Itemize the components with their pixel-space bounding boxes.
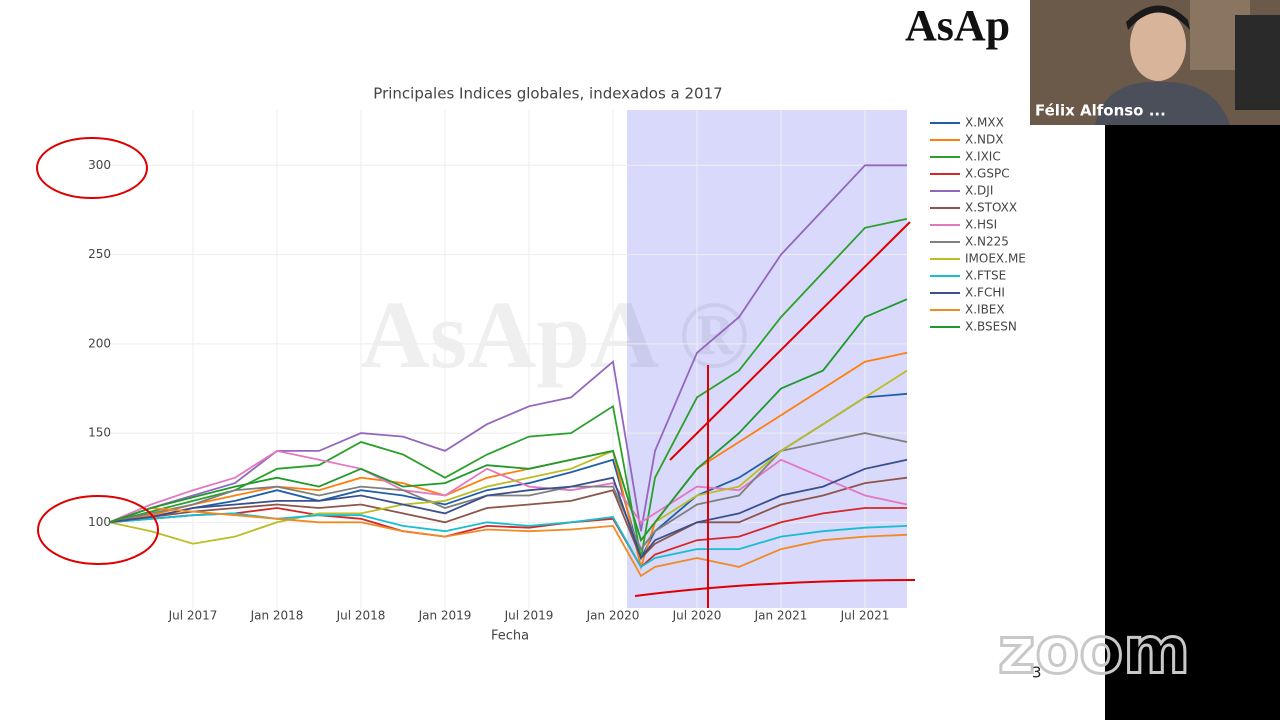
x-tick-label: Jul 2017	[168, 609, 218, 623]
zoom-watermark: zoom	[998, 615, 1190, 689]
x-tick-label: Jul 2021	[840, 609, 890, 623]
webcam: Félix Alfonso ...	[1030, 0, 1280, 125]
legend-label: X.IBEX	[965, 303, 1005, 317]
slide-number: 3	[1032, 664, 1042, 682]
annotation-circle	[37, 495, 159, 565]
x-tick-label: Jul 2019	[504, 609, 554, 623]
x-tick-label: Jan 2019	[418, 609, 472, 623]
legend-label: X.NDX	[965, 133, 1003, 147]
legend-label: IMOEX.ME	[965, 252, 1026, 266]
series-line	[108, 507, 907, 569]
legend-label: X.MXX	[965, 116, 1004, 130]
y-tick-label: 250	[88, 247, 111, 261]
black-panel	[1105, 125, 1280, 720]
drawers	[1235, 15, 1280, 110]
y-tick-label: 150	[88, 426, 111, 440]
series-line	[108, 164, 907, 532]
x-tick-label: Jul 2018	[336, 609, 386, 623]
chart: Principales Indices globales, indexados …	[88, 85, 1026, 644]
face	[1130, 9, 1186, 81]
legend-label: X.BSESN	[965, 320, 1017, 334]
x-tick-label: Jan 2020	[586, 609, 640, 623]
x-tick-label: Jul 2020	[672, 609, 722, 623]
legend-label: X.STOXX	[965, 201, 1017, 215]
watermark: AsApA ®	[360, 281, 749, 388]
series-line	[108, 449, 908, 524]
legend-label: X.FTSE	[965, 269, 1006, 283]
chart-title: Principales Indices globales, indexados …	[373, 85, 722, 103]
x-axis-label: Fecha	[491, 629, 529, 644]
y-tick-label: 200	[88, 336, 111, 350]
series-line	[108, 512, 908, 569]
series-line	[108, 476, 908, 560]
legend-label: X.N225	[965, 235, 1009, 249]
participant-name: Félix Alfonso ...	[1035, 102, 1166, 120]
legend-label: X.GSPC	[965, 167, 1010, 181]
legend-label: X.FCHI	[965, 286, 1005, 300]
x-tick-label: Jan 2018	[250, 609, 304, 623]
highlight-region	[627, 110, 907, 608]
legend-label: X.IXIC	[965, 150, 1001, 164]
y-tick-label: 100	[88, 515, 111, 529]
series-line	[108, 298, 908, 543]
series-line	[108, 432, 908, 551]
series-line	[108, 392, 908, 561]
series-line	[108, 507, 908, 578]
body	[1095, 81, 1230, 125]
series-line	[108, 369, 908, 545]
x-tick-label: Jan 2021	[754, 609, 808, 623]
y-tick-label: 300	[88, 158, 111, 172]
legend-label: X.HSI	[965, 218, 997, 232]
logo: AsAp	[905, 1, 1010, 50]
series-line	[108, 458, 908, 560]
legend-label: X.DJI	[965, 184, 993, 198]
hair	[1126, 5, 1190, 30]
annotation-circle	[36, 137, 148, 199]
annotation-stroke	[634, 221, 916, 608]
